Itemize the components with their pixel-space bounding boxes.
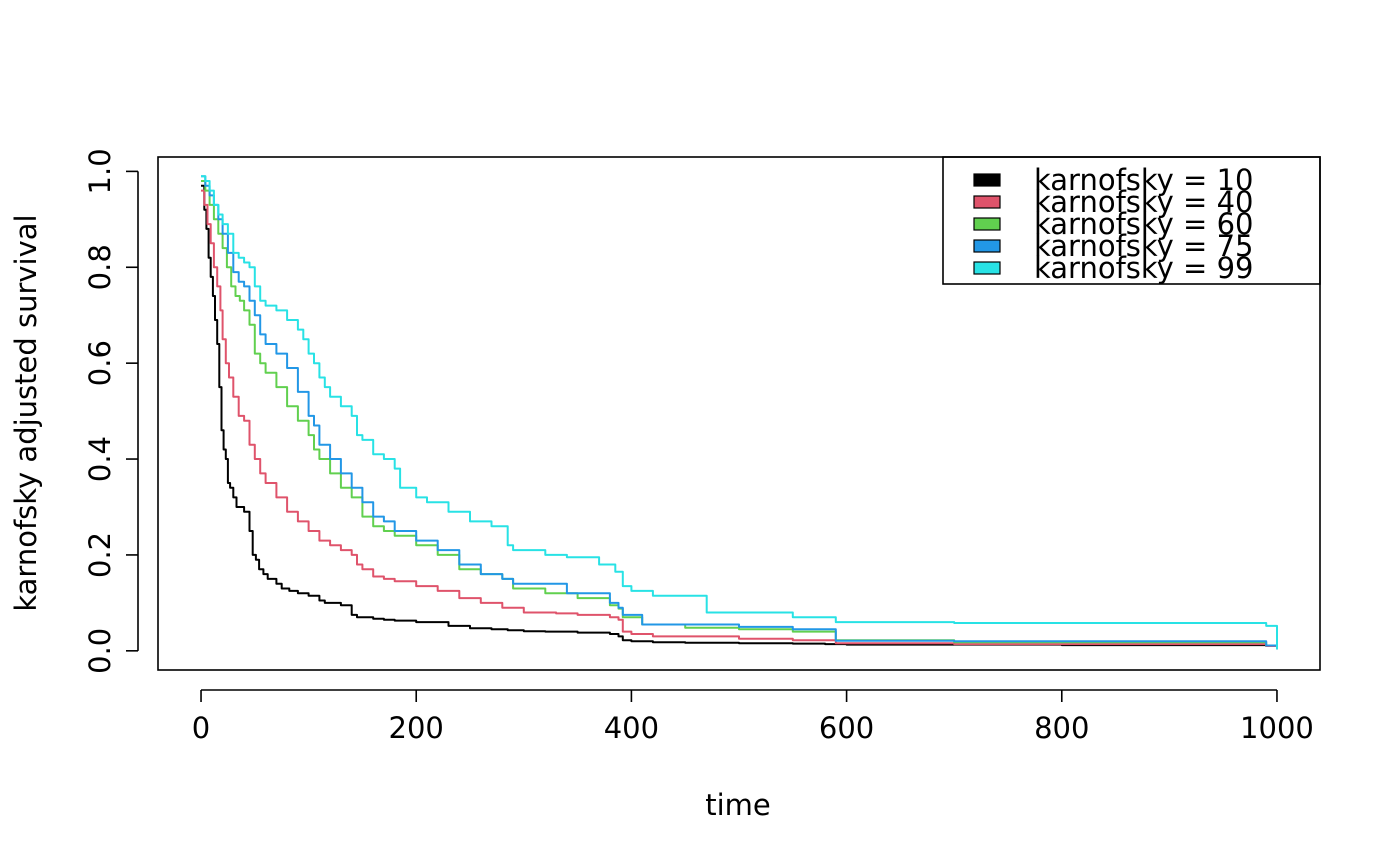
series-line-3	[201, 180, 1278, 649]
y-tick-label: 1.0	[83, 148, 117, 194]
legend-swatch	[973, 261, 1001, 275]
x-tick-label: 200	[389, 711, 444, 745]
series-line-2	[201, 189, 1278, 650]
x-axis-label: time	[705, 788, 771, 822]
series-line-1	[201, 184, 1278, 650]
y-tick-label: 0.6	[83, 340, 117, 386]
legend-label: karnofsky = 10	[1034, 163, 1253, 197]
legend-label: karnofsky = 99	[1034, 251, 1253, 285]
legend-swatch	[973, 173, 1001, 187]
legend-swatch	[973, 217, 1001, 231]
legend-label: karnofsky = 40	[1034, 185, 1253, 219]
x-tick-label: 400	[604, 711, 659, 745]
series-line-4	[201, 175, 1278, 650]
legend-swatch	[973, 239, 1001, 253]
y-tick-label: 0.2	[83, 532, 117, 578]
x-axis: 0 200 400 600 800 1000	[192, 689, 1314, 745]
series-line-5	[201, 175, 1278, 650]
legend-swatch	[973, 195, 1001, 209]
y-tick-label: 0.8	[83, 244, 117, 290]
legend-label: karnofsky = 75	[1034, 229, 1253, 263]
plot-box	[157, 156, 1321, 671]
x-tick-label: 600	[819, 711, 874, 745]
legend-label: karnofsky = 60	[1034, 207, 1253, 241]
y-tick-label: 0.4	[83, 436, 117, 482]
x-tick-label: 0	[192, 711, 210, 745]
y-axis-label: karnofsky adjusted survival	[9, 214, 43, 611]
x-tick-label: 1000	[1240, 711, 1314, 745]
y-tick-label: 0.0	[83, 628, 117, 674]
legend-box	[942, 156, 1321, 285]
x-tick-label: 800	[1034, 711, 1089, 745]
series-layer	[201, 175, 1278, 650]
y-axis: 0.0 0.2 0.4 0.6 0.8 1.0	[83, 148, 139, 674]
